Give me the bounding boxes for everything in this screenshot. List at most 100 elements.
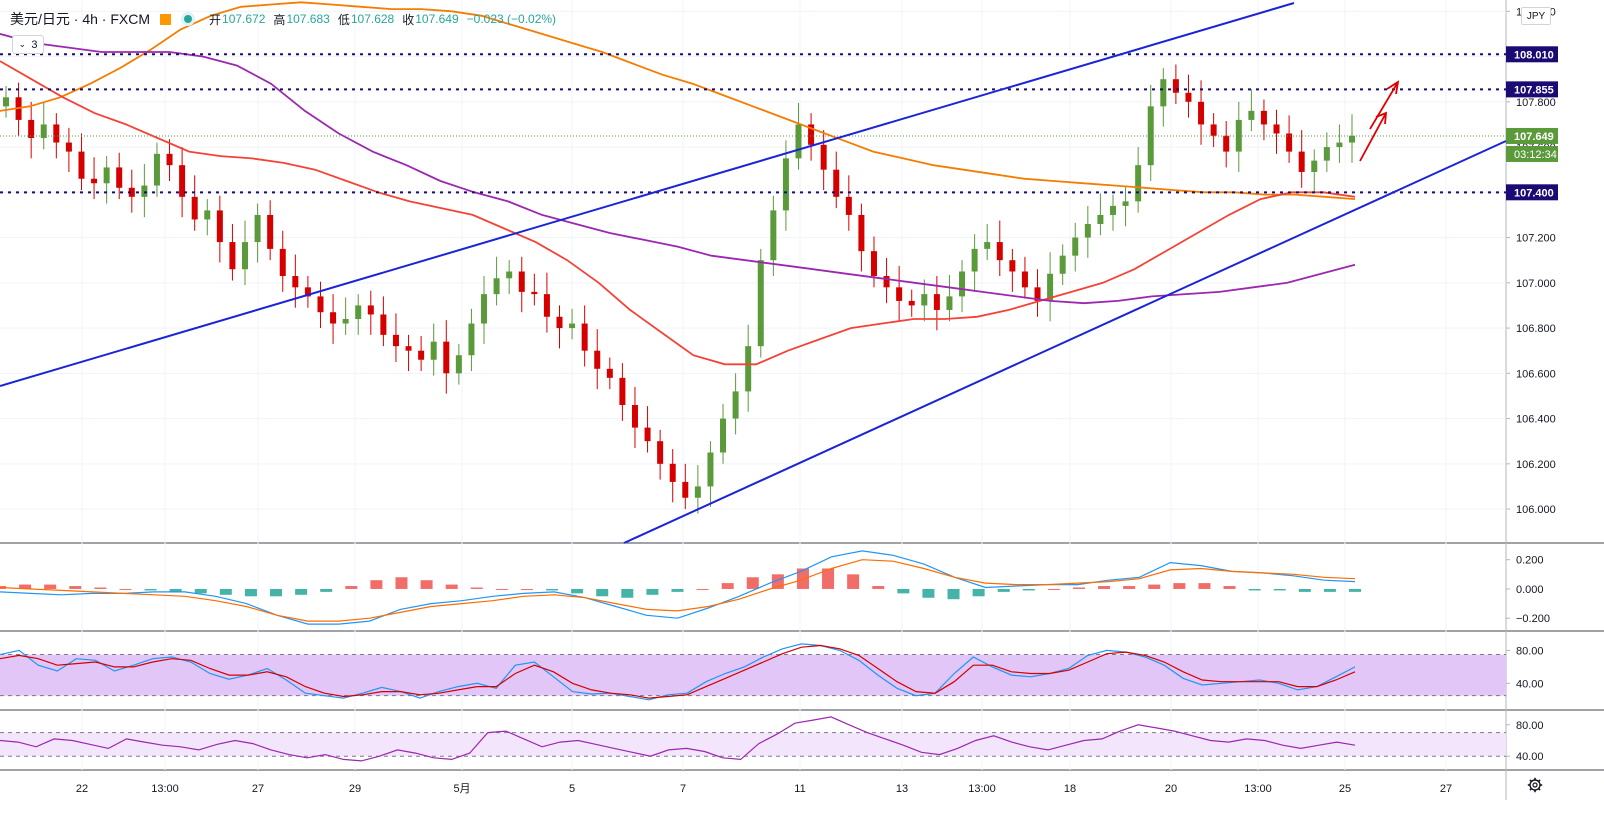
level-price-tag [1506, 184, 1558, 201]
candle-body [1160, 79, 1167, 107]
candle-body [870, 251, 877, 277]
candle-body [392, 334, 399, 347]
countdown-tag [1506, 145, 1558, 162]
candle-body [91, 178, 98, 184]
oscillator-tick-label: 40.00 [1516, 751, 1544, 763]
candle-body [40, 124, 47, 139]
macd-histogram-bar [847, 574, 860, 589]
macd-histogram-bar [445, 584, 458, 589]
candle-body [1021, 271, 1028, 288]
price-tick-label: 106.600 [1516, 368, 1556, 380]
open-label: 开 [209, 12, 222, 27]
macd-histogram-bar [1123, 586, 1136, 589]
moving-average-orange-line [0, 1, 1356, 200]
moving-average-red-line [0, 60, 1356, 366]
time-tick-label: 13:00 [151, 783, 179, 795]
macd-histogram-bar [1047, 588, 1060, 590]
candle-body [153, 153, 160, 186]
macd-histogram-bar [219, 588, 232, 595]
level-price-tag [1506, 46, 1558, 63]
candle-body [216, 210, 223, 243]
time-tick-label: 29 [349, 783, 361, 795]
candle-body [820, 144, 827, 170]
candle-body [1235, 119, 1242, 152]
macd-histogram-bar [495, 588, 508, 590]
macd-histogram-bar [520, 588, 533, 590]
macd-tick-label: 0.200 [1516, 555, 1544, 567]
candle-body [1047, 273, 1054, 301]
candle-body [883, 276, 890, 288]
candle-body [1210, 124, 1217, 136]
symbol-title[interactable]: 美元/日元 · 4h · FXCM [10, 11, 151, 27]
candle-body [28, 119, 35, 139]
candle-body [430, 341, 437, 360]
time-tick-label: 27 [252, 783, 264, 795]
time-tick-label: 13:00 [1244, 783, 1272, 795]
candle-body [204, 210, 211, 220]
candle-body [279, 248, 286, 277]
bookmark-flag-icon[interactable] [160, 13, 172, 25]
candle-body [921, 294, 928, 306]
candle-body [1349, 135, 1355, 143]
candle-body [1172, 79, 1179, 93]
time-tick-label: 7 [680, 783, 686, 795]
macd-histogram-bar [1022, 588, 1035, 591]
macd-histogram-bar [922, 588, 935, 598]
time-tick-label: 5 [569, 783, 575, 795]
macd-histogram-bar [94, 587, 107, 589]
candle-body [657, 441, 664, 464]
candle-body [468, 323, 475, 356]
macd-histogram-bar [972, 588, 985, 597]
candle-body [1009, 260, 1016, 272]
candle-body [405, 346, 412, 351]
macd-histogram-bar [1273, 588, 1286, 591]
macd-histogram-bar [19, 584, 32, 589]
candle-body [191, 196, 198, 220]
last-price-tag [1506, 127, 1558, 144]
candle-body [556, 316, 563, 329]
candle-body [1084, 223, 1091, 238]
candle-body [229, 242, 236, 270]
candle-body [1286, 133, 1293, 152]
macd-histogram-bar [596, 588, 609, 597]
macd-histogram-bar [1349, 588, 1361, 592]
candle-body [1323, 147, 1330, 161]
candle-body [78, 151, 85, 179]
macd-histogram-bar [69, 586, 82, 589]
close-value: 107.649 [415, 12, 459, 26]
candle-body [669, 463, 676, 482]
candle-body [1097, 214, 1104, 224]
candle-body [1198, 101, 1205, 125]
candle-body [770, 210, 777, 261]
open-value: 107.672 [222, 12, 266, 26]
candle-body [858, 214, 865, 252]
macd-histogram-bar [44, 584, 57, 589]
macd-histogram-bar [997, 588, 1010, 592]
macd-histogram-bar [646, 588, 659, 595]
candle-body [933, 294, 940, 310]
candle-body [1072, 237, 1079, 256]
oscillator-band [0, 732, 1506, 757]
candle-body [166, 153, 173, 166]
currency-badge[interactable]: JPY [1521, 7, 1551, 25]
candle-body [1336, 142, 1343, 148]
candle-body [65, 142, 72, 152]
macd-histogram-bar [420, 580, 433, 589]
last-price-label: 107.649 [1514, 131, 1554, 143]
price-tick-label: 106.800 [1516, 323, 1556, 335]
time-tick-label: 11 [794, 783, 805, 795]
projection-arrow [1359, 111, 1388, 162]
high-value: 107.683 [286, 12, 330, 26]
candle-body [644, 427, 651, 442]
macd-histogram-bar [571, 588, 584, 594]
indicators-toggle-button[interactable]: ⌄ 3 [12, 35, 44, 54]
macd-histogram-bar [1173, 583, 1186, 589]
time-tick-label: 25 [1339, 783, 1351, 795]
gear-icon[interactable] [1527, 777, 1543, 793]
macd-histogram-bar [1298, 588, 1311, 592]
time-tick-label: 13:00 [968, 783, 996, 795]
candle-body [443, 341, 450, 374]
candle-body [304, 287, 311, 297]
price-tick-label: 106.000 [1516, 504, 1556, 516]
